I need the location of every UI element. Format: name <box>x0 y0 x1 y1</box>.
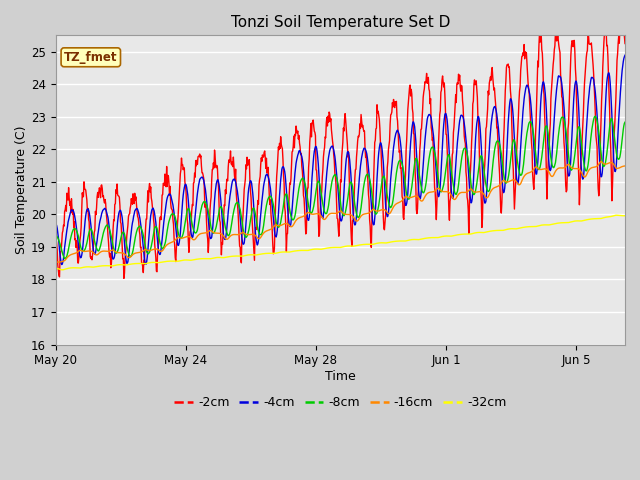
X-axis label: Time: Time <box>325 370 356 383</box>
-32cm <box>303 248 311 253</box>
-32cm <box>507 226 515 232</box>
-8cm <box>444 156 451 162</box>
Line: -2cm: -2cm <box>56 12 625 278</box>
Line: -32cm: -32cm <box>56 215 625 270</box>
-4cm <box>282 187 290 192</box>
-2cm <box>444 145 451 151</box>
-2cm <box>303 208 311 214</box>
-4cm <box>58 262 66 267</box>
-16cm <box>303 211 310 217</box>
Line: -4cm: -4cm <box>56 55 625 264</box>
-2cm <box>618 9 625 15</box>
-4cm <box>52 221 60 227</box>
-16cm <box>282 221 290 227</box>
-2cm <box>110 217 118 223</box>
-8cm <box>303 192 311 197</box>
-4cm <box>303 210 311 216</box>
-16cm <box>496 182 504 188</box>
-2cm <box>282 249 290 254</box>
-16cm <box>443 189 451 194</box>
-16cm <box>597 159 605 165</box>
Line: -16cm: -16cm <box>56 162 625 262</box>
-2cm <box>52 217 60 223</box>
-8cm <box>507 159 515 165</box>
Y-axis label: Soil Temperature (C): Soil Temperature (C) <box>15 126 28 254</box>
-8cm <box>110 247 118 253</box>
-8cm <box>52 232 60 238</box>
-8cm <box>591 113 599 119</box>
-2cm <box>120 276 128 281</box>
-16cm <box>110 248 118 253</box>
-16cm <box>52 259 60 265</box>
Title: Tonzi Soil Temperature Set D: Tonzi Soil Temperature Set D <box>230 15 450 30</box>
-8cm <box>282 191 290 197</box>
-32cm <box>282 249 290 255</box>
-4cm <box>507 96 515 102</box>
-16cm <box>506 179 514 184</box>
-4cm <box>110 254 118 260</box>
-8cm <box>621 120 629 125</box>
-32cm <box>612 212 620 218</box>
-16cm <box>621 163 629 169</box>
Legend: -2cm, -4cm, -8cm, -16cm, -32cm: -2cm, -4cm, -8cm, -16cm, -32cm <box>169 391 511 414</box>
-32cm <box>52 265 60 271</box>
-32cm <box>58 267 66 273</box>
-32cm <box>444 233 451 239</box>
-2cm <box>496 189 504 194</box>
-32cm <box>496 228 504 233</box>
-2cm <box>621 41 629 47</box>
Text: TZ_fmet: TZ_fmet <box>64 51 118 64</box>
-8cm <box>61 256 69 262</box>
-4cm <box>496 147 504 153</box>
-32cm <box>110 263 118 268</box>
-4cm <box>621 52 629 58</box>
-8cm <box>496 144 504 150</box>
-2cm <box>507 88 515 94</box>
-32cm <box>621 213 629 219</box>
Line: -8cm: -8cm <box>56 116 625 259</box>
-4cm <box>444 117 451 123</box>
